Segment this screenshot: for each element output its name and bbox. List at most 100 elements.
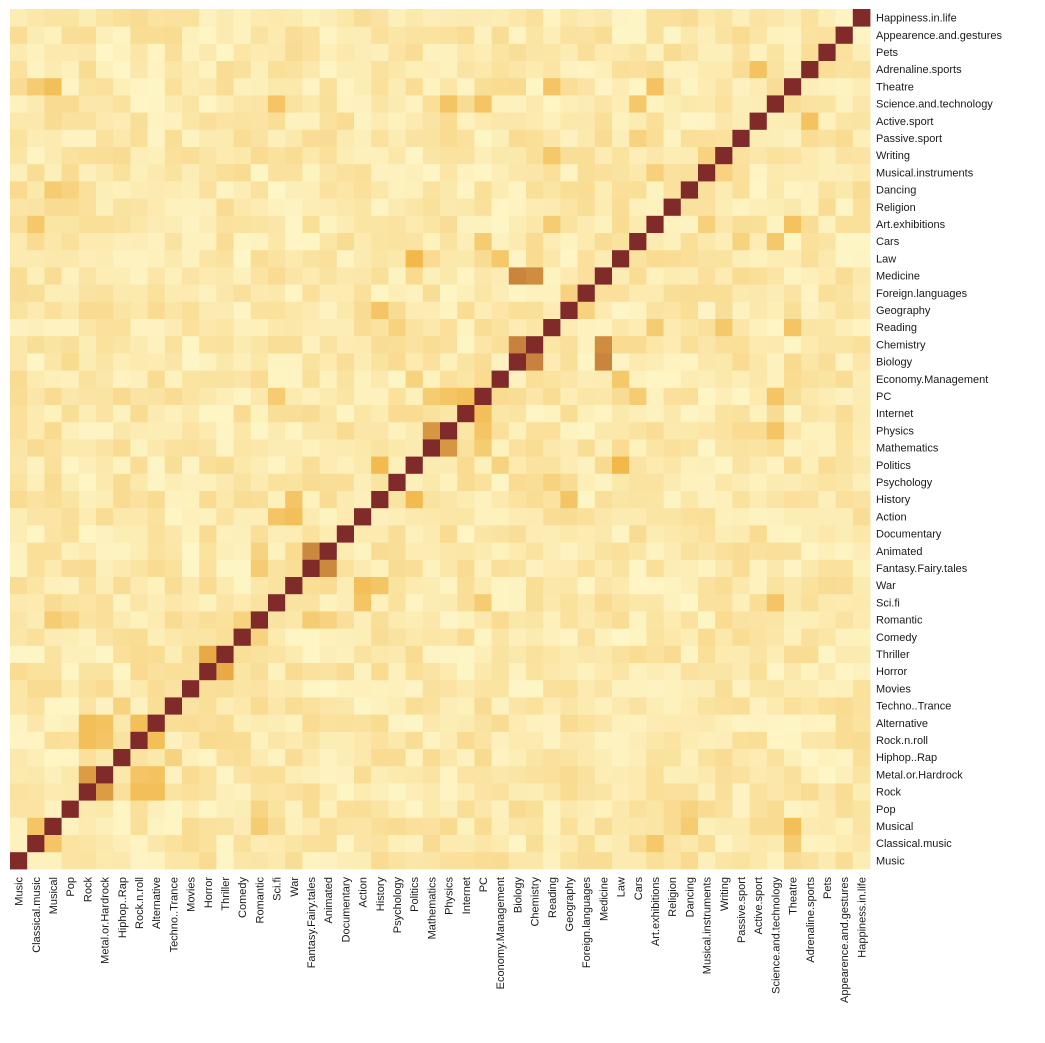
heatmap-cell-Rock-Physics	[78, 421, 97, 440]
y-tick-label: Passive.sport	[876, 133, 942, 145]
heatmap-cell-Cars-Comedy	[629, 628, 647, 646]
y-tick-label: Foreign.languages	[876, 288, 968, 300]
heatmap-cell-Pets-Chemistry	[818, 335, 836, 354]
heatmap-cell-Medicine-War	[594, 576, 613, 595]
heatmap-cell-War-Appearence.and.gestures	[285, 26, 303, 44]
heatmap-cell-Music-Metal.or.Hardrock	[10, 765, 28, 784]
heatmap-cell-Science.and.technology-Techno..Trance	[766, 697, 785, 715]
heatmap-cell-Physics-Thriller	[440, 645, 458, 663]
heatmap-cell-Medicine-Cars	[594, 232, 613, 251]
heatmap-cell-Writing-Classical.music	[715, 834, 733, 853]
heatmap-cell-Science.and.technology-Cars	[766, 232, 785, 251]
heatmap-cell-Pop-Physics	[61, 421, 80, 440]
heatmap-cell-Techno..Trance-Romantic	[164, 611, 183, 629]
heatmap-cell-Active.sport-Medicine	[749, 267, 768, 285]
heatmap-cell-Foreign.languages-Dancing	[577, 181, 596, 199]
heatmap-cell-Psychology-Classical.music	[388, 834, 406, 853]
heatmap-cell-Alternative-Happiness.in.life	[147, 9, 166, 27]
heatmap-cell-Passive.sport-Romantic	[732, 611, 750, 629]
heatmap-cell-Medicine-Horror	[594, 662, 613, 681]
heatmap-cell-War-Pop	[285, 800, 303, 818]
heatmap-cell-PC-Rock.n.roll	[474, 731, 492, 749]
heatmap-cell-Science.and.technology-Romantic	[766, 611, 785, 629]
heatmap-cell-Active.sport-Romantic	[749, 611, 768, 629]
heatmap-cell-Psychology-Appearence.and.gestures	[388, 26, 406, 44]
heatmap-cell-Theatre-Medicine	[784, 267, 802, 285]
heatmap-cell-Reading-Sci.fi	[543, 593, 561, 612]
heatmap-cell-Internet-Musical	[457, 817, 475, 835]
heatmap-cell-Economy.Management-Rock	[491, 783, 510, 801]
heatmap-cell-Physics-Comedy	[440, 628, 458, 646]
y-tick-label: Horror	[876, 666, 908, 678]
heatmap-cell-Movies-Classical.music	[182, 834, 200, 853]
heatmap-cell-Animated-Sci.fi	[319, 593, 338, 612]
heatmap-cell-Law-Adrenaline.sports	[612, 60, 630, 79]
heatmap-cell-Appearence.and.gestures-Techno..Trance	[835, 697, 854, 715]
heatmap-cell-Thriller-Classical.music	[216, 834, 234, 853]
x-tick-label: Economy.Management	[495, 877, 507, 989]
heatmap-cell-Romantic-Hiphop..Rap	[250, 748, 269, 767]
heatmap-cell-Movies-Metal.or.Hardrock	[182, 765, 200, 784]
heatmap-cell-Law-Documentary	[612, 525, 630, 543]
heatmap-cell-PC-Adrenaline.sports	[474, 60, 492, 79]
heatmap-cell-Science.and.technology-Horror	[766, 662, 785, 681]
heatmap-cell-Classical.music-Pets	[27, 43, 45, 61]
heatmap-cell-Appearence.and.gestures-Movies	[835, 679, 854, 698]
heatmap-cell-Hiphop..Rap-Pets	[113, 43, 131, 61]
heatmap-cell-Happiness.in.life-Sci.fi	[852, 593, 871, 612]
heatmap-cell-Reading-Pets	[543, 43, 561, 61]
heatmap-cell-Art.exhibitions-War	[646, 576, 664, 595]
heatmap-cell-Romantic-Animated	[250, 542, 269, 560]
heatmap-cell-Hiphop..Rap-Politics	[113, 456, 131, 474]
heatmap-cell-Happiness.in.life-History	[852, 490, 871, 509]
heatmap-cell-Documentary-Adrenaline.sports	[336, 60, 355, 79]
heatmap-cell-Horror-Rock.n.roll	[199, 731, 217, 749]
heatmap-cell-Romantic-Economy.Management	[250, 370, 269, 388]
heatmap-cell-Musical-Mathematics	[44, 439, 62, 457]
heatmap-cell-Law-Theatre	[612, 77, 630, 96]
heatmap-cell-Thriller-Foreign.languages	[216, 284, 234, 302]
heatmap-cell-Techno..Trance-Pets	[164, 43, 183, 61]
heatmap-cell-Biology-Cars	[508, 232, 527, 251]
heatmap-cell-Animated-History	[319, 490, 338, 509]
heatmap-cell-Theatre-Pets	[784, 43, 802, 61]
heatmap-cell-Documentary-Pets	[336, 43, 355, 61]
heatmap-cell-Writing-Medicine	[715, 267, 733, 285]
heatmap-cell-Hiphop..Rap-Classical.music	[113, 834, 131, 853]
heatmap-cell-Science.and.technology-Musical.instruments	[766, 163, 785, 182]
heatmap-cell-Foreign.languages-Documentary	[577, 525, 596, 543]
heatmap-cell-Romantic-Politics	[250, 456, 269, 474]
heatmap-cell-Rock.n.roll-Religion	[130, 198, 148, 216]
heatmap-cell-Comedy-History	[233, 490, 252, 509]
heatmap-cell-Internet-Happiness.in.life	[457, 9, 475, 27]
heatmap-cell-Techno..Trance-Happiness.in.life	[164, 9, 183, 27]
heatmap-cell-Reading-Pop	[543, 800, 561, 818]
heatmap-cell-Religion-Chemistry	[663, 335, 682, 354]
heatmap-cell-Pets-Musical	[818, 817, 836, 835]
heatmap-cell-Active.sport-Happiness.in.life	[749, 9, 768, 27]
heatmap-cell-Classical.music-Religion	[27, 198, 45, 216]
heatmap-cell-Fantasy.Fairy.tales-Movies	[302, 679, 320, 698]
heatmap-cell-Mathematics-Pets	[422, 43, 441, 61]
heatmap-cell-Physics-Sci.fi	[440, 593, 458, 612]
heatmap-cell-Passive.sport-Mathematics	[732, 439, 750, 457]
heatmap-cell-Foreign.languages-Thriller	[577, 645, 596, 663]
heatmap-cell-Internet-Thriller	[457, 645, 475, 663]
heatmap-cell-Rock.n.roll-Movies	[130, 679, 148, 698]
heatmap-cell-Economy.Management-Mathematics	[491, 439, 510, 457]
heatmap-cell-Rock-Rock	[78, 783, 97, 801]
heatmap-cell-Hiphop..Rap-Techno..Trance	[113, 697, 131, 715]
heatmap-cell-Internet-Psychology	[457, 473, 475, 491]
heatmap-cell-Comedy-Foreign.languages	[233, 284, 252, 302]
heatmap-cell-Horror-Adrenaline.sports	[199, 60, 217, 79]
heatmap-cell-Fantasy.Fairy.tales-Theatre	[302, 77, 320, 96]
heatmap-cell-War-Physics	[285, 421, 303, 440]
heatmap-cell-Pop-Rock.n.roll	[61, 731, 80, 749]
heatmap-cell-Movies-Action	[182, 507, 200, 526]
heatmap-cell-Religion-Biology	[663, 353, 682, 371]
heatmap-cell-Pets-Dancing	[818, 181, 836, 199]
heatmap-cell-Geography-Religion	[560, 198, 578, 216]
heatmap-cell-Movies-Pets	[182, 43, 200, 61]
heatmap-cell-Pop-Animated	[61, 542, 80, 560]
heatmap-cell-Animated-Religion	[319, 198, 338, 216]
